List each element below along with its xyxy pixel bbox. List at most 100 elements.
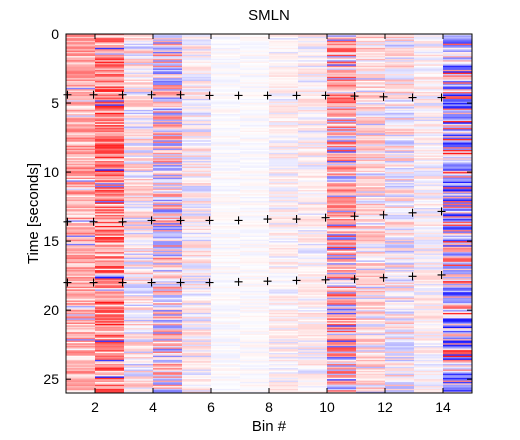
heatmap-cell [153,187,183,190]
heatmap-cell [153,54,183,57]
heatmap-cell [153,330,183,333]
heatmap-cell [298,275,328,278]
heatmap-cell [182,386,212,388]
heatmap-cell [414,82,444,85]
heatmap-cell [240,187,270,190]
heatmap-cell [269,318,299,321]
heatmap-cell [327,351,357,354]
heatmap-cell [327,283,357,286]
heatmap-cell [182,96,212,98]
heatmap-cell [414,289,444,292]
heatmap-cell [240,63,270,65]
heatmap-cell [298,120,328,123]
heatmap-cell [327,148,357,151]
heatmap-cell [153,35,183,38]
heatmap-cell [443,120,473,123]
heatmap-cell [414,166,444,169]
heatmap-cell [385,383,415,386]
heatmap-cell [327,181,357,184]
heatmap-cell [356,263,386,265]
heatmap-cell [95,63,125,65]
heatmap-cell [443,234,473,236]
heatmap-cell [66,108,96,111]
heatmap-cell [182,136,212,138]
heatmap-cell [240,263,270,265]
heatmap-cell [385,114,415,116]
heatmap-cell [385,147,415,149]
heatmap-cell [414,198,444,201]
heatmap-cell [443,322,473,325]
heatmap-cell [298,351,328,354]
heatmap-cell [66,230,96,232]
heatmap-cell [414,322,444,325]
heatmap-cell [66,322,96,325]
heatmap-cell [356,161,386,163]
heatmap-cell [443,277,473,279]
heatmap-cell [385,381,415,384]
heatmap-cell [95,195,125,198]
heatmap-cell [95,177,125,180]
heatmap-cell [414,162,444,165]
heatmap-cell [240,323,270,326]
heatmap-cell [298,154,328,156]
heatmap-cell [298,245,328,248]
heatmap-cell [66,293,96,296]
heatmap-cell [443,114,473,116]
heatmap-cell [356,304,386,307]
heatmap-cell [153,104,183,107]
heatmap-cell [240,212,270,214]
heatmap-cell [269,71,299,74]
heatmap-cell [95,120,125,123]
heatmap-cell [385,46,415,49]
heatmap-cell [240,272,270,275]
heatmap-cell [298,264,328,267]
heatmap-cell [66,207,96,210]
heatmap-cell [182,98,212,101]
heatmap-cell [211,107,241,109]
heatmap-cell [414,54,444,57]
heatmap-cell [211,111,241,114]
heatmap-cell [211,143,241,145]
heatmap-cell [211,209,241,212]
heatmap-cell [414,380,444,383]
heatmap-cell [240,279,270,282]
heatmap-cell [211,390,241,393]
heatmap-cell [269,177,299,180]
heatmap-cell [298,75,328,78]
heatmap-cell [385,108,415,111]
heatmap-cell [443,98,473,101]
heatmap-cell [95,286,125,289]
heatmap-cell [298,166,328,169]
heatmap-cell [211,339,241,341]
heatmap-cell [240,292,270,294]
heatmap-cell [327,234,357,236]
heatmap-cell [443,172,473,174]
heatmap-cell [66,336,96,339]
heatmap-cell [211,86,241,89]
heatmap-cell [182,257,212,260]
heatmap-cell [269,329,299,332]
heatmap-cell [327,170,357,173]
heatmap-cell [269,242,299,245]
heatmap-cell [240,285,270,288]
heatmap-cell [298,141,328,144]
heatmap-cell [327,304,357,307]
heatmap-cell [66,60,96,63]
heatmap-cell [414,120,444,123]
heatmap-cell [95,118,125,121]
heatmap-cell [153,339,183,341]
heatmap-cell [414,257,444,260]
heatmap-cell [385,165,415,167]
event-marker [437,93,446,102]
heatmap-cell [414,214,444,217]
heatmap-cell [153,46,183,49]
heatmap-cell [385,170,415,173]
heatmap-cell [298,379,328,381]
heatmap-cell [240,166,270,169]
heatmap-cell [385,336,415,339]
heatmap-cell [95,126,125,129]
heatmap-cell [95,370,125,373]
heatmap-cell [211,116,241,119]
heatmap-cell [269,78,299,80]
heatmap-cell [356,282,386,285]
